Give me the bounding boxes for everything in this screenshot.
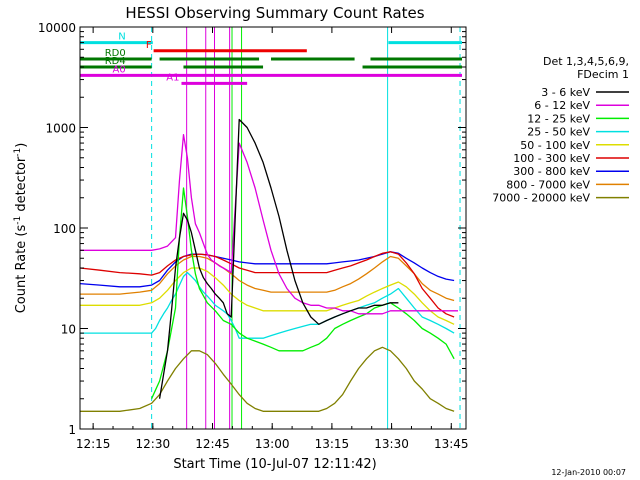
- x-tick-label-5: 13:30: [374, 437, 409, 451]
- legend-label-3: 25 - 50 keV: [527, 126, 590, 139]
- x-tick-label-2: 12:45: [195, 437, 230, 451]
- x-axis-label: Start Time (10-Jul-07 12:11:42): [173, 457, 376, 472]
- flag-label-2: RD0: [105, 48, 126, 59]
- flag-label-1: F: [146, 40, 152, 51]
- x-tick-label-6: 13:45: [434, 437, 469, 451]
- series-line-7: [80, 255, 455, 302]
- flag-label-3: RD4: [105, 56, 126, 67]
- legend-label-0: 3 - 6 keV: [541, 86, 590, 99]
- x-tick-label-0: 12:15: [76, 437, 111, 451]
- y-tick-label-1: 10: [61, 323, 76, 337]
- legend-label-5: 100 - 300 keV: [513, 152, 590, 165]
- legend-label-7: 800 - 7000 keV: [506, 178, 590, 191]
- x-tick-label-1: 12:30: [136, 437, 171, 451]
- series-line-1: [80, 133, 458, 315]
- legend-header-1: Det 1,3,4,5,6,9,: [543, 55, 629, 68]
- series-line-6: [79, 251, 455, 288]
- legend-header-2: FDecim 1: [577, 68, 629, 81]
- legend-label-1: 6 - 12 keV: [534, 99, 590, 112]
- series-line-4: [80, 267, 455, 325]
- y-tick-label-4: 10000: [38, 21, 76, 35]
- y-axis: 1 10 100 1000 10000: [38, 21, 466, 437]
- series-line-8: [80, 346, 455, 412]
- flag-label-4: A0: [113, 64, 126, 75]
- x-tick-label-4: 13:15: [315, 437, 350, 451]
- y-label-sup-2: -1: [13, 148, 23, 157]
- y-axis-label: Count Rate (s-1 detector-1): [13, 143, 29, 314]
- x-axis: 12:15 12:30 12:45 13:00 13:15 13:30 13:45: [76, 27, 469, 451]
- series-line-0: [158, 118, 399, 399]
- chart-title: HESSI Observing Summary Count Rates: [125, 4, 424, 22]
- y-label-part-2: detector: [14, 156, 29, 216]
- y-label-part-3: ): [14, 143, 29, 148]
- y-label-sup-1: -1: [13, 216, 23, 225]
- legend-label-2: 12 - 25 keV: [527, 112, 590, 125]
- legend-label-8: 7000 - 20000 keV: [492, 192, 590, 205]
- footer-date: 12-Jan-2010 00:07: [551, 468, 626, 477]
- y-tick-label-0: 1: [68, 423, 76, 437]
- series-line-2: [151, 187, 455, 399]
- plot-frame: [79, 26, 467, 430]
- series-line-3: [80, 271, 455, 339]
- legend-label-4: 50 - 100 keV: [520, 139, 590, 152]
- flag-label-0: N: [118, 32, 125, 43]
- x-tick-label-3: 13:00: [255, 437, 290, 451]
- y-label-part-1: Count Rate (s: [14, 225, 29, 314]
- series-line-5: [79, 251, 455, 318]
- flag-label-5: A1: [166, 72, 179, 83]
- legend-label-6: 300 - 800 keV: [513, 165, 590, 178]
- y-tick-label-3: 1000: [45, 122, 76, 136]
- y-tick-label-2: 100: [53, 222, 76, 236]
